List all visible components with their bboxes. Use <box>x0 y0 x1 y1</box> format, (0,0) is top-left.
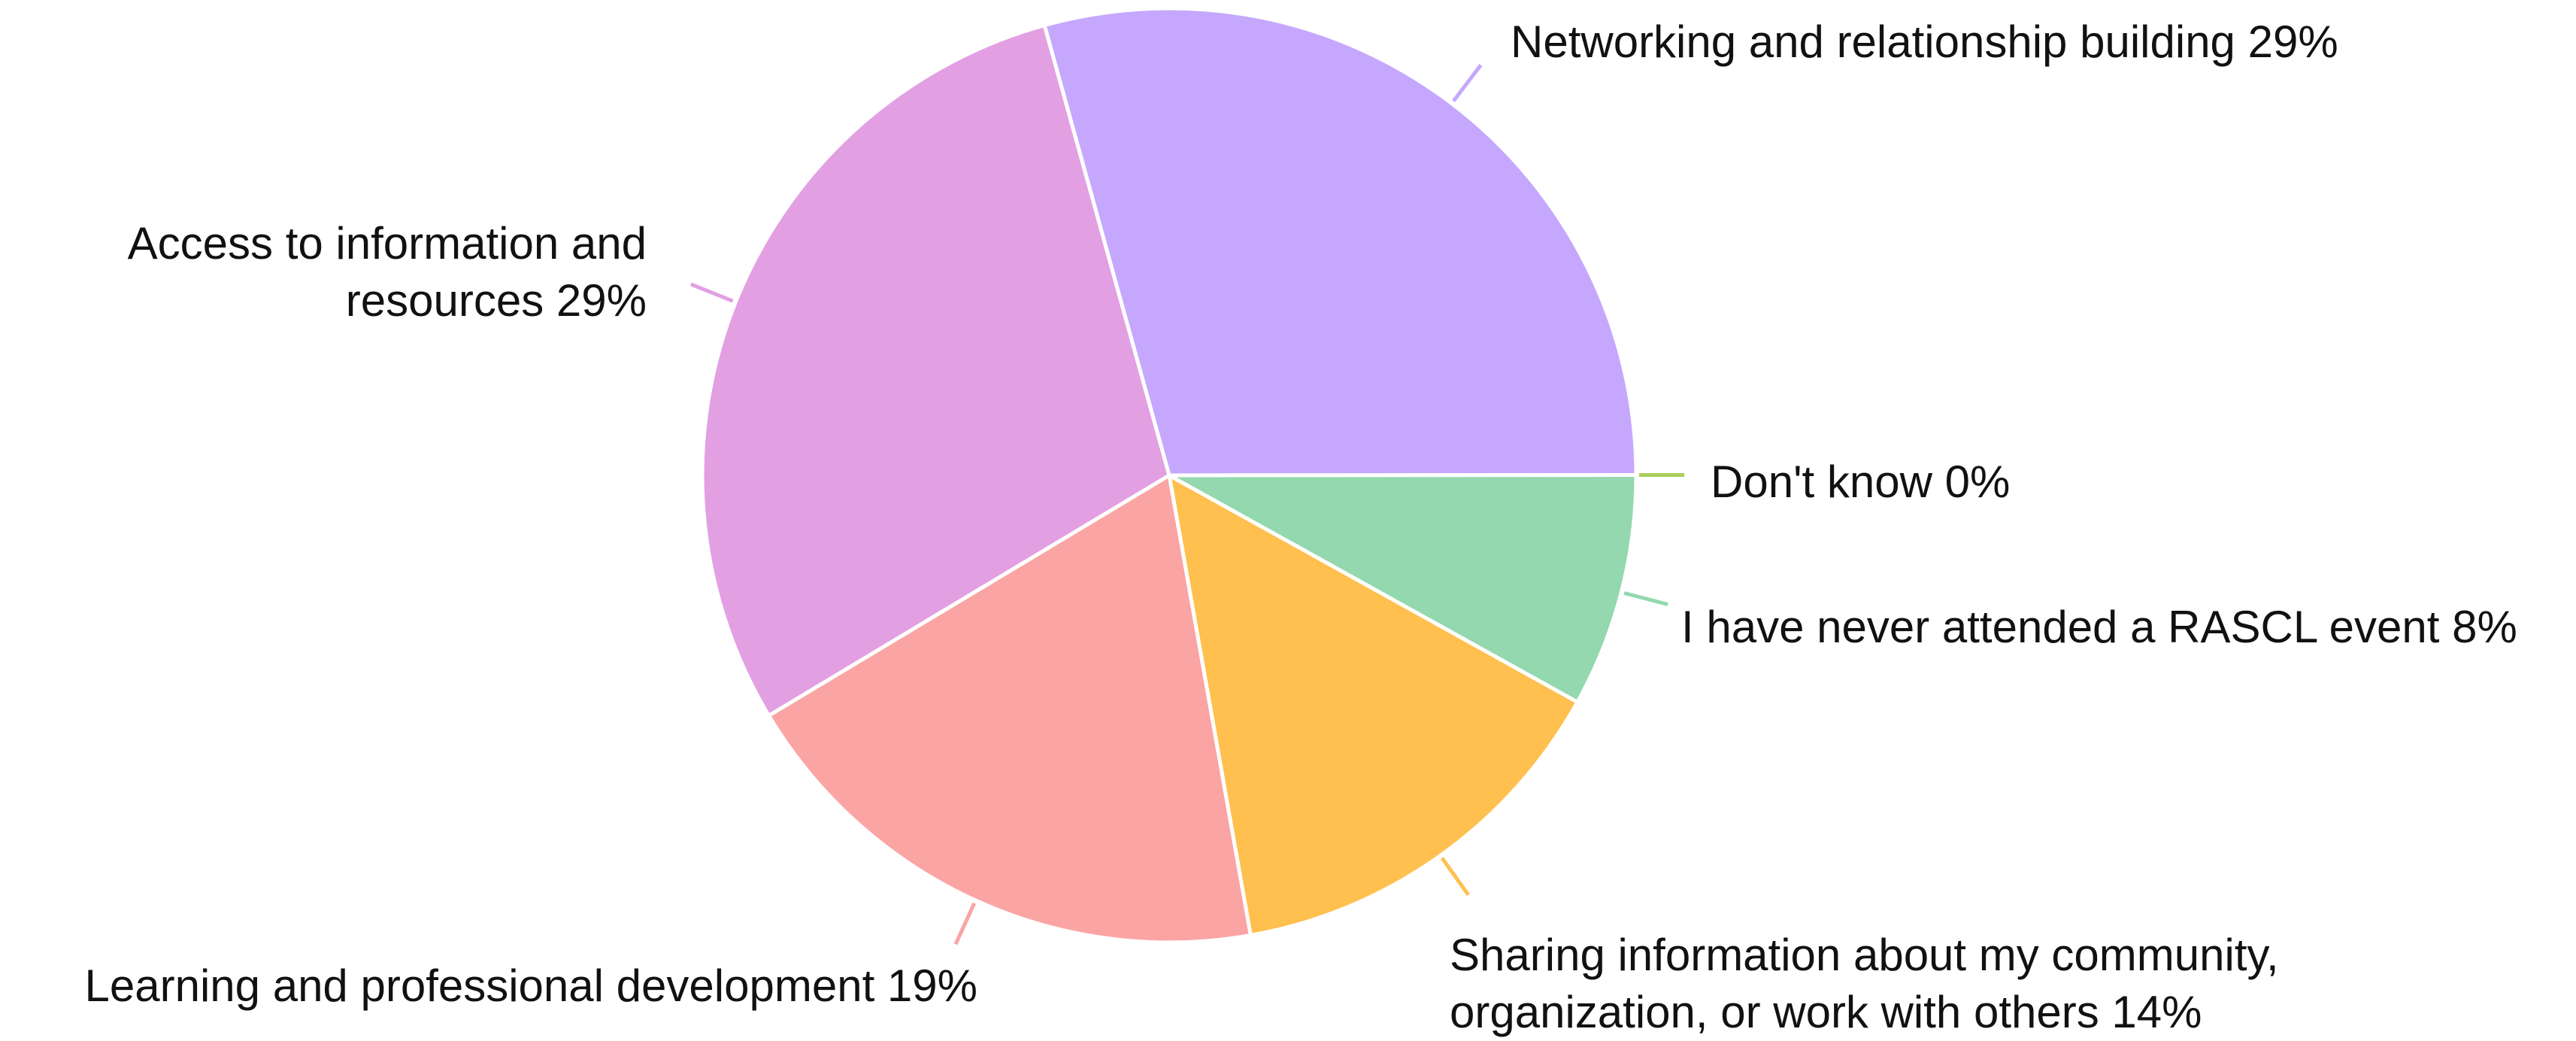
slice-label: Networking and relationship building 29% <box>1511 14 2488 71</box>
category-label: I have never attended a RASCL event <box>1681 602 2439 652</box>
value-label: 8% <box>2452 602 2517 652</box>
value-label: 19% <box>887 961 977 1011</box>
slice-label: Don't know 0% <box>1711 454 2312 511</box>
slice-label: Learning and professional development 19… <box>15 958 977 1015</box>
leader-line <box>1453 65 1480 102</box>
leader-line <box>956 903 974 945</box>
category-label: Don't know <box>1711 457 1932 507</box>
value-label: 29% <box>556 275 647 326</box>
leader-line <box>1624 593 1668 604</box>
leader-line <box>691 284 733 301</box>
value-label: 0% <box>1945 457 2011 507</box>
leader-line <box>1442 858 1468 895</box>
slice-label: I have never attended a RASCL event 8% <box>1681 599 2576 656</box>
value-label: 29% <box>2248 17 2338 67</box>
slice-label: Sharing information about my community, … <box>1450 927 2397 1041</box>
slice-label: Access to information and resources 29% <box>45 215 647 329</box>
value-label: 14% <box>2111 987 2202 1037</box>
category-label: Networking and relationship building <box>1511 17 2235 67</box>
category-label: Learning and professional development <box>85 961 875 1011</box>
